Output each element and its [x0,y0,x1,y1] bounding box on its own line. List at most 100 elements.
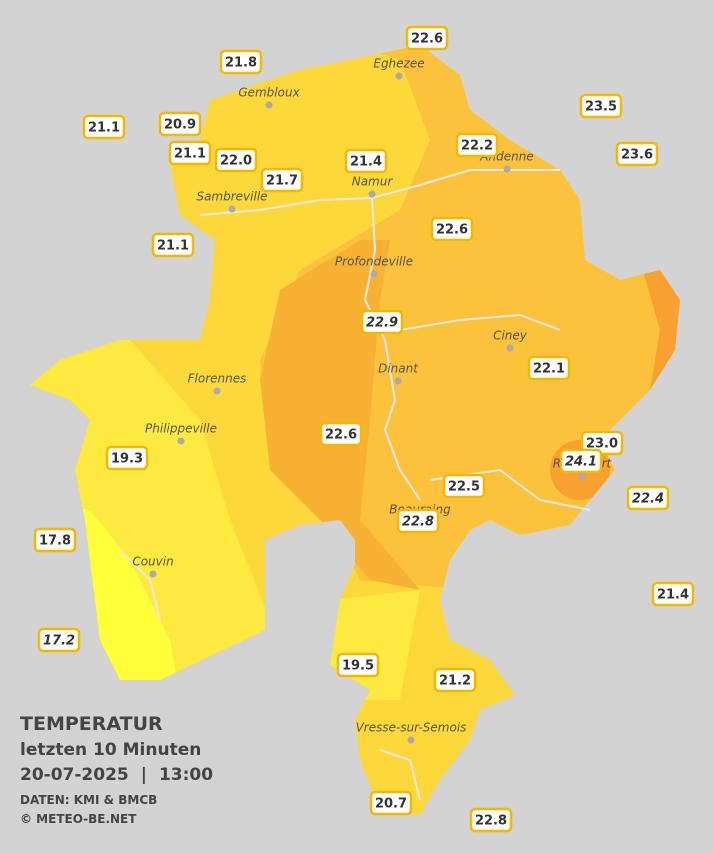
station-box [168,140,212,166]
station-value: 21.4 [657,588,689,603]
place-name: Couvin [132,555,173,569]
station: 21.4 [344,148,388,174]
station-value: 21.1 [157,239,189,254]
station: 21.1 [82,114,126,140]
station-value: 22.6 [325,428,357,443]
station-value: 23.5 [585,100,617,115]
place-dot [394,377,402,385]
station-box [344,148,388,174]
station-value: 21.1 [88,121,120,136]
station-box [33,527,77,553]
place-dot [395,72,403,80]
place-dot [265,101,273,109]
station: 17.8 [33,527,77,553]
station-value: 22.8 [475,814,507,829]
station-box [151,232,195,258]
station-value: 21.4 [350,155,382,170]
station-value: 22.8 [402,515,434,530]
station: 22.8 [469,807,513,833]
station-value: 22.1 [533,362,565,377]
legend-source: DATEN: KMI & BMCB [20,793,157,807]
station: 22.0 [214,147,258,173]
place-name: Vresse-sur-Semois [356,721,467,735]
station-box [336,652,380,678]
station: 22.9 [360,309,404,335]
station: 21.8 [219,49,263,75]
station-value: 21.1 [174,147,206,162]
place-dot [368,190,376,198]
place-dot [578,472,586,480]
station-value: 22.9 [366,316,398,331]
station-box [360,309,404,335]
station-box [651,581,695,607]
station-value: 17.8 [39,534,71,549]
station-value: 22.5 [448,480,480,495]
place-name: Namur [352,175,394,189]
station-box [527,355,571,381]
station-value: 21.7 [266,174,298,189]
station-value: 22.6 [411,32,443,47]
places: EghezeeGemblouxAndenneNamurSambrevillePr… [132,57,613,744]
station: 21.1 [168,140,212,166]
station: 22.2 [455,132,499,158]
station-box [430,216,474,242]
station: 22.6 [405,25,449,51]
legend-separator: | [141,765,147,785]
station: 22.6 [430,216,474,242]
place-dot [177,437,185,445]
station-box [626,485,670,511]
legend-date: 20-07-2025 [20,765,129,785]
station-value: 19.3 [111,452,143,467]
station-box [615,141,659,167]
station-box [260,167,304,193]
station-value: 21.2 [439,674,471,689]
station: 22.4 [626,485,670,511]
station-box [369,790,413,816]
station-box [396,508,440,534]
place-name: Philippeville [145,422,217,436]
legend-period: letzten 10 Minuten [20,740,201,760]
station-box [455,132,499,158]
place-name: Ciney [493,329,528,343]
station-box [37,627,81,653]
place-name: Sambreville [196,190,267,204]
station-value: 22.6 [436,223,468,238]
station-box [158,111,202,137]
place-name: Gembloux [238,86,300,100]
station-value: 20.9 [164,118,196,133]
legend-time: 13:00 [159,765,213,785]
legend-copyright: © METEO-BE.NET [20,812,137,826]
place-dot [506,344,514,352]
station-value: 20.7 [375,797,407,812]
station-box [214,147,258,173]
legend-datetime: 20-07-2025 | 13:00 [20,765,213,785]
station-box [105,445,149,471]
station-value: 22.4 [632,492,664,507]
station: 20.9 [158,111,202,137]
station-value: 22.2 [461,139,493,154]
place-dot [370,270,378,278]
place-dot [407,736,415,744]
station: 23.6 [615,141,659,167]
station: 22.5 [442,473,486,499]
station-value: 17.2 [43,634,75,649]
station-value: 22.0 [220,154,252,169]
stations: 22.6 21.8 23.5 21.1 20.9 22.2 21.1 22.0 21.7 21.4… [33,25,695,833]
place-dot [228,205,236,213]
station: 21.7 [260,167,304,193]
legend: TEMPERATUR letzten 10 Minuten 20-07-2025… [20,713,213,826]
station-box [219,49,263,75]
station: 20.7 [369,790,413,816]
station: 21.2 [433,667,477,693]
station: 21.1 [151,232,195,258]
station-box [319,421,363,447]
station-box [559,448,603,474]
place-name: Eghezee [373,57,424,71]
station-box [469,807,513,833]
station: 19.3 [105,445,149,471]
station: 22.8 [396,508,440,534]
station-value: 21.8 [225,56,257,71]
station-box [433,667,477,693]
station-box [82,114,126,140]
